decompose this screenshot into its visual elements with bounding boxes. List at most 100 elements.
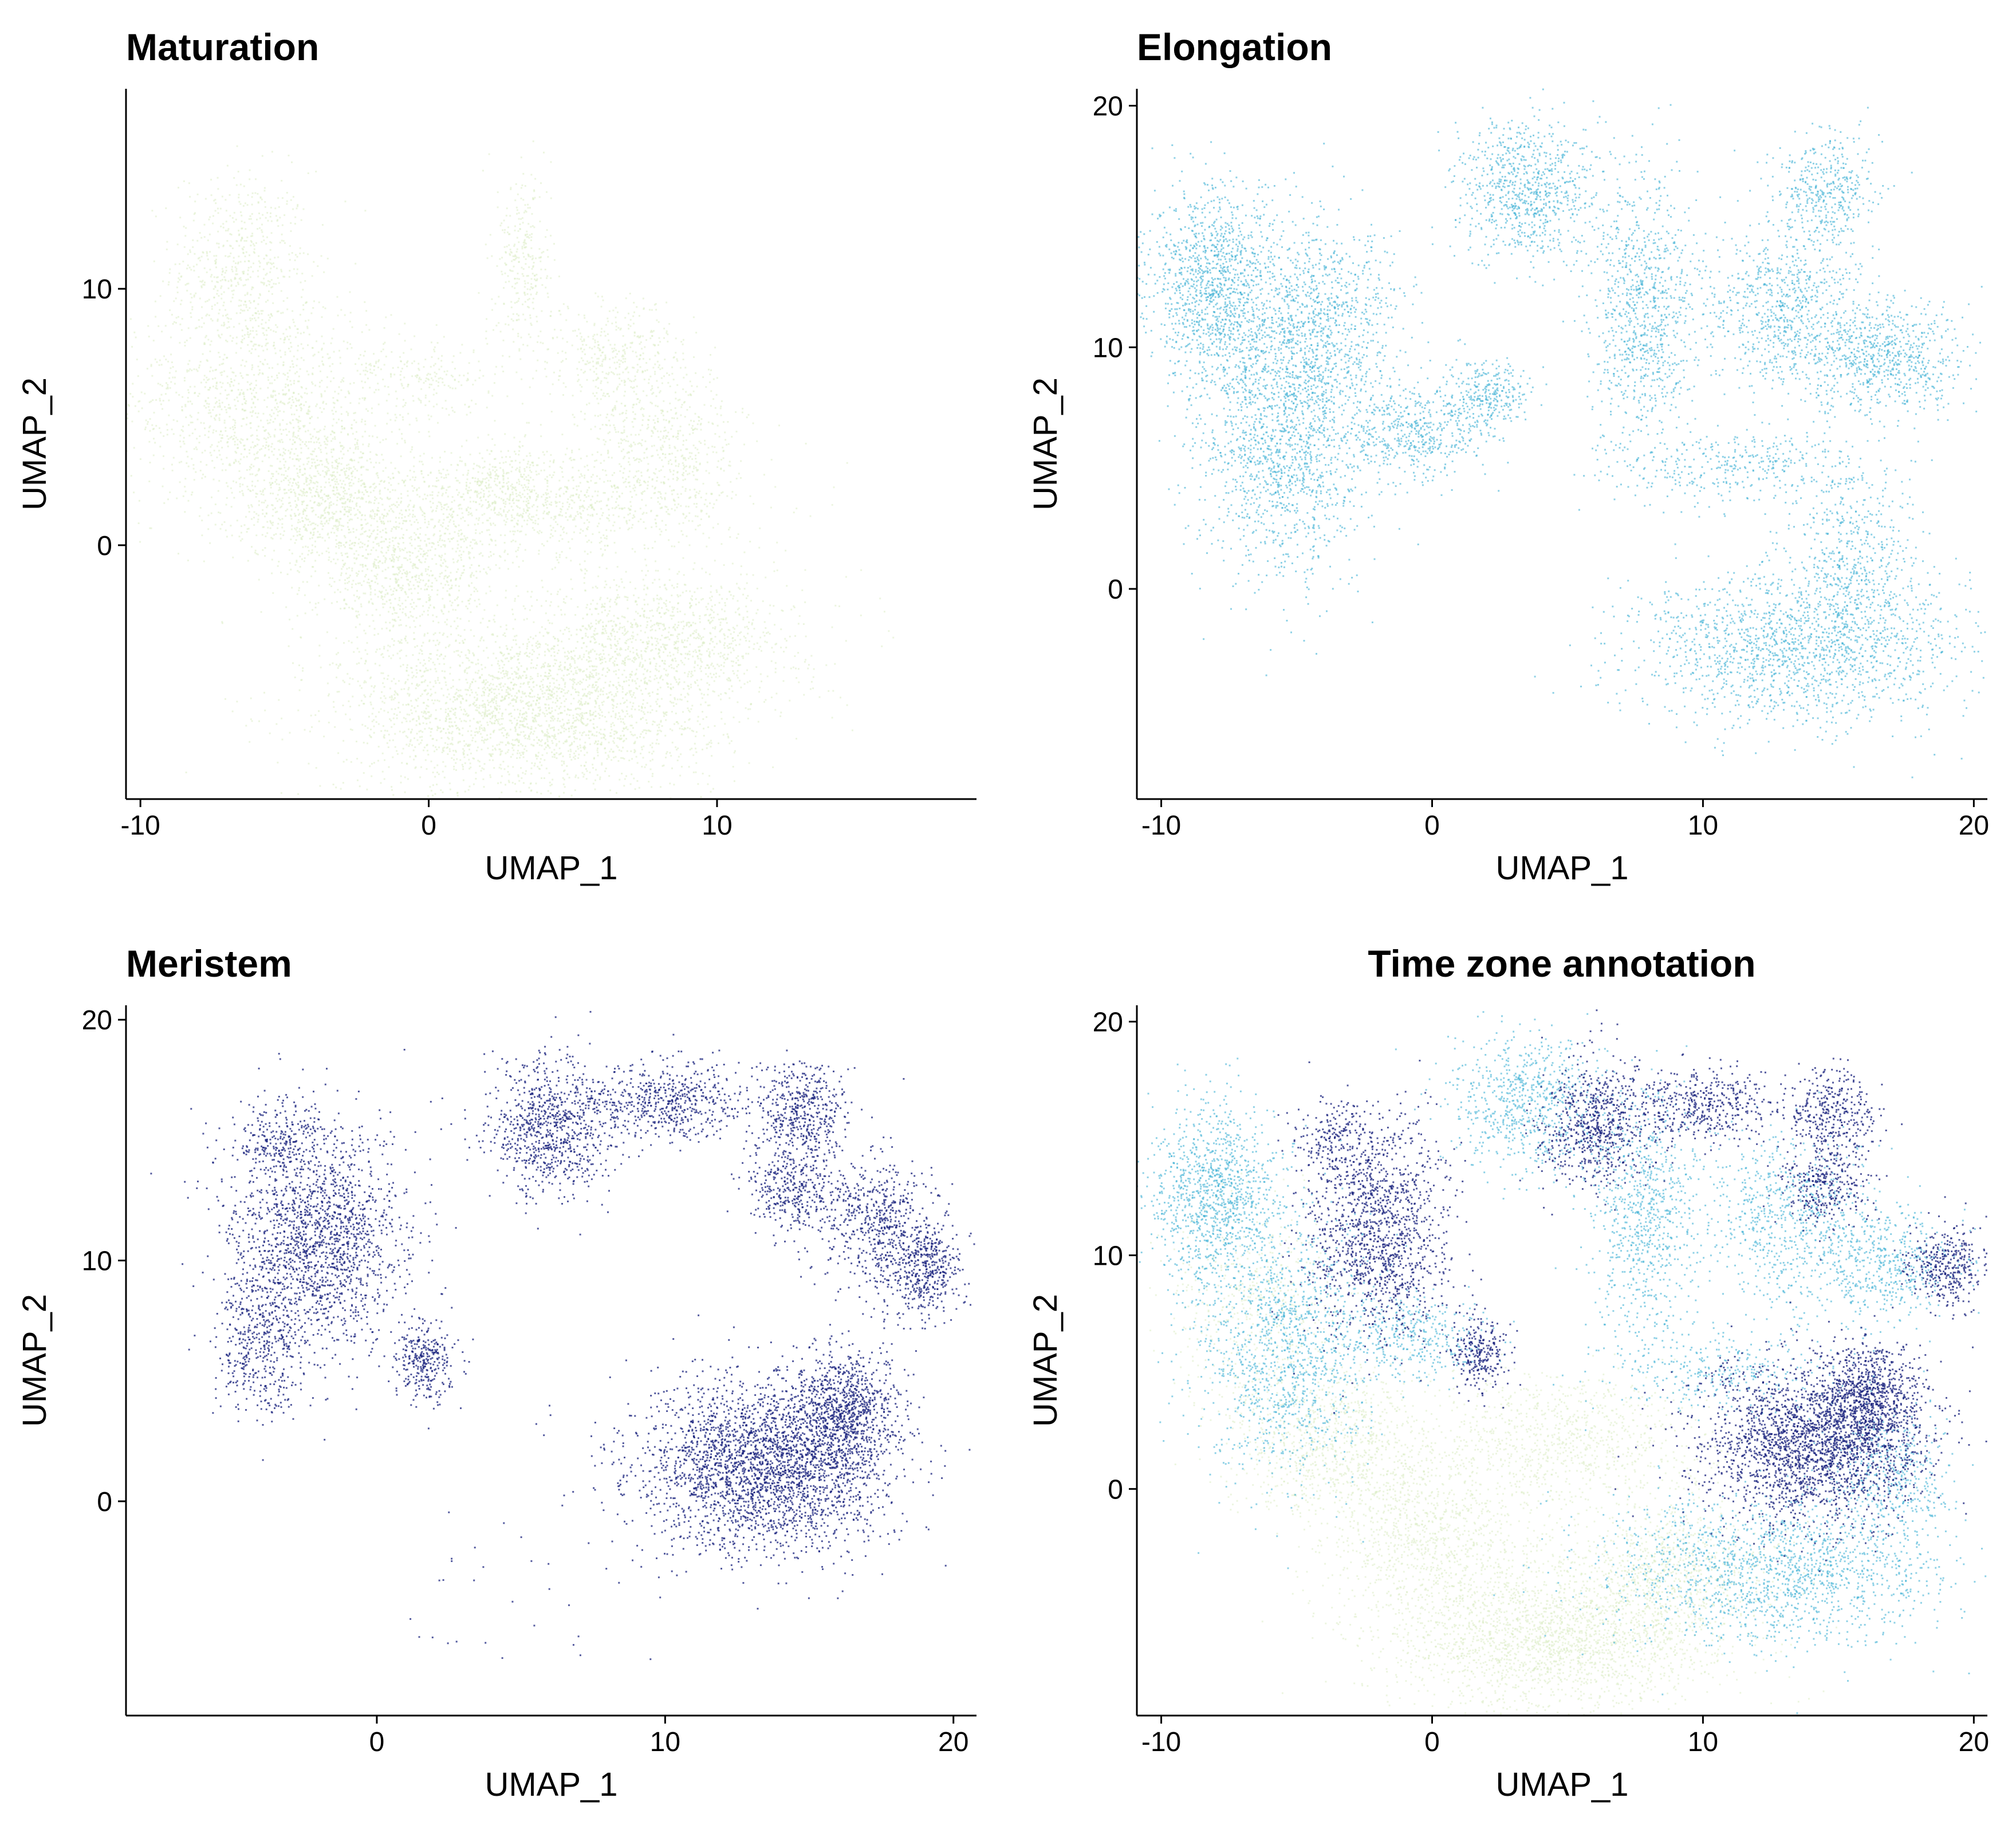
data-point [444,621,446,623]
data-point [282,441,284,443]
data-point [322,470,324,472]
data-point [193,448,195,450]
data-point [293,431,295,434]
data-point [293,489,295,491]
data-point [612,707,614,709]
data-point [319,407,321,409]
data-point [214,286,216,288]
data-point [302,309,305,310]
data-point [448,593,450,595]
data-point [169,387,171,389]
data-point [409,626,411,628]
data-point [558,795,561,797]
data-point [434,691,436,694]
data-point [270,329,272,331]
data-point [137,522,140,524]
data-point [238,230,240,232]
data-point [588,702,590,705]
data-point [293,380,296,382]
data-point [218,242,220,245]
data-point [570,670,572,672]
data-point [482,706,485,708]
data-point [281,239,283,242]
data-point [578,655,581,657]
data-point [279,488,281,490]
data-point [348,580,350,583]
data-point [344,483,346,486]
data-point [239,540,242,542]
data-point [271,504,273,506]
data-point [500,682,502,685]
data-point [598,717,601,719]
data-point [364,696,367,698]
data-point [355,446,357,448]
data-point [573,682,576,684]
data-point [335,510,337,513]
data-point [172,376,174,379]
data-point [688,719,690,721]
data-point [214,504,216,505]
data-point [401,517,403,519]
data-point [274,352,277,355]
data-point [387,497,389,499]
data-point [216,320,219,322]
data-point [652,758,653,761]
data-point [688,766,690,768]
data-point [457,596,459,598]
data-point [229,233,231,235]
data-point [499,683,501,686]
data-point [430,653,432,655]
data-point [586,770,588,772]
data-point [527,705,529,707]
data-point [470,564,472,566]
data-point [395,537,397,539]
data-point [328,481,330,483]
data-point [275,479,278,481]
data-point [289,562,291,564]
data-point [631,733,633,735]
data-point [148,336,150,338]
data-point [218,295,220,297]
data-point [254,445,257,447]
data-point [334,459,336,462]
data-point [203,342,206,344]
data-point [163,435,165,437]
data-point [144,426,147,428]
data-point [201,477,203,479]
data-point [293,535,295,537]
data-point [349,500,351,502]
data-point [446,636,448,638]
data-point [341,506,344,508]
data-point [325,458,328,461]
data-point [584,703,586,705]
data-point [296,273,298,275]
data-point [600,663,602,664]
data-point [363,531,365,533]
data-point [569,664,571,666]
data-point [281,738,284,741]
data-point [205,314,207,317]
data-point [312,544,313,546]
data-point [389,622,391,624]
data-point [436,505,438,507]
data-point [171,469,174,471]
data-point [263,501,265,504]
data-point [544,654,546,656]
data-point [596,666,598,668]
data-point [281,402,284,404]
data-point [354,477,356,479]
data-point [340,431,342,434]
data-point [253,252,255,254]
data-point [412,476,414,478]
data-point [462,713,464,715]
data-point [348,506,351,509]
data-point [358,651,360,653]
data-point [129,318,132,320]
data-point [609,735,611,737]
data-point [597,748,598,749]
data-point [479,603,481,605]
data-point [370,486,372,488]
data-point [386,512,388,514]
data-point [338,518,341,520]
data-point [648,658,651,660]
